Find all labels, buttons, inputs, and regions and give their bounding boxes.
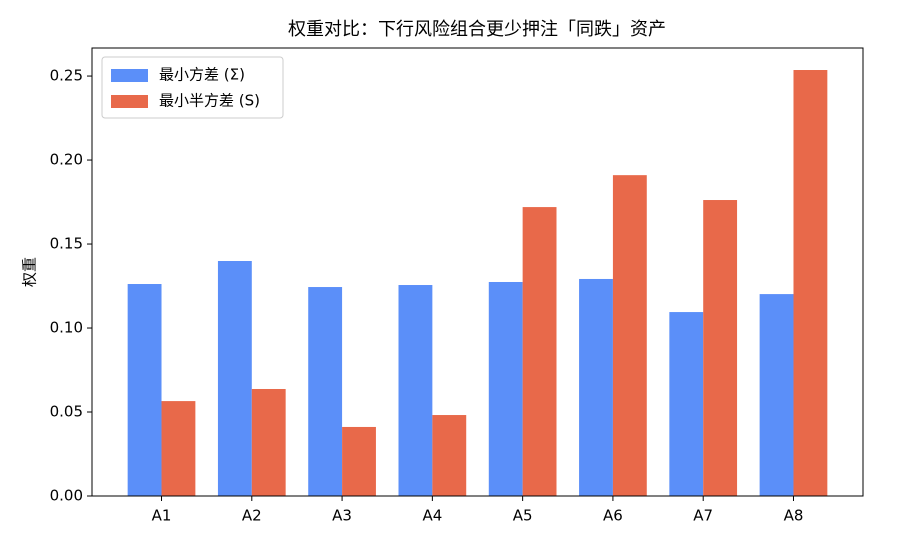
legend-swatch [111,95,148,108]
y-tick-label: 0.05 [50,403,83,421]
bar [669,312,704,496]
bar [308,287,343,496]
bar [488,281,523,496]
legend-label: 最小方差 (Σ) [159,66,245,84]
y-tick-label: 0.25 [50,67,83,85]
bar [217,260,252,496]
x-tick-label: A3 [332,507,352,525]
plot-frame [91,47,864,497]
y-tick-label: 0.00 [50,487,83,505]
x-tick-label: A5 [513,507,533,525]
y-axis-label: 权重 [21,257,39,287]
x-tick-label: A1 [152,507,172,525]
bar [398,285,433,496]
bar [612,175,647,497]
x-tick-label: A2 [242,507,262,525]
y-tick-label: 0.10 [50,319,83,337]
x-tick-label: A4 [422,507,442,525]
legend-swatch [111,69,148,82]
bar [522,207,557,496]
bar [759,294,794,496]
bar [793,70,828,496]
bar [342,426,376,496]
bar [251,388,286,496]
y-tick-label: 0.20 [50,151,83,169]
x-tick-label: A8 [784,507,804,525]
legend-label: 最小半方差 (S) [159,92,260,110]
chart-title: 权重对比：下行风险组合更少押注「同跌」资产 [288,19,666,40]
bar [579,278,613,496]
x-tick-label: A6 [603,507,623,525]
y-tick-label: 0.15 [50,235,83,253]
bar [127,284,162,496]
bar [703,200,738,496]
bar [161,401,196,496]
x-tick-label: A7 [693,507,713,525]
bar [432,415,467,496]
